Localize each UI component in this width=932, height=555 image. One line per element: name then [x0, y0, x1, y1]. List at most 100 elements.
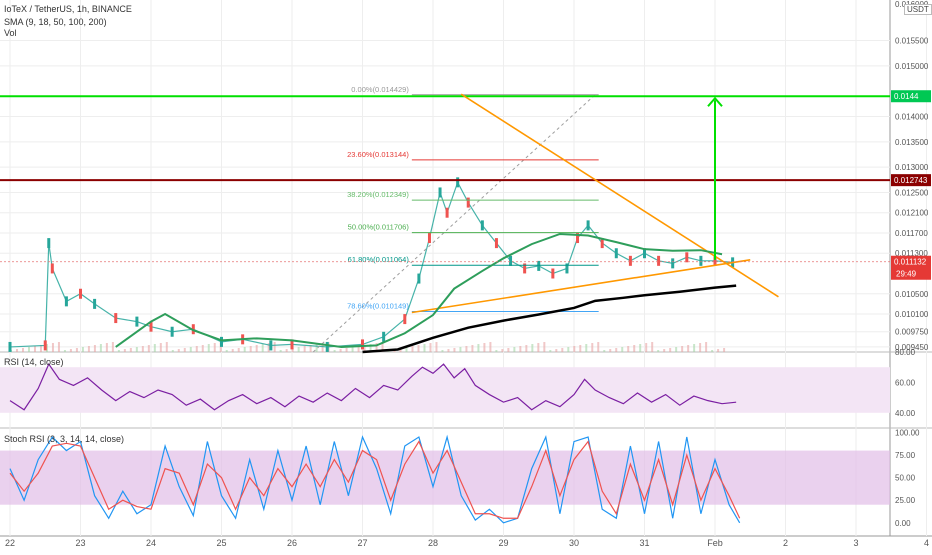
price-candle — [427, 233, 431, 244]
rsi-band — [0, 367, 890, 413]
volume-bar — [93, 345, 96, 352]
volume-bar — [483, 343, 486, 352]
volume-bar — [357, 346, 360, 352]
volume-bar — [651, 342, 654, 352]
price-tick-label: 0.010100 — [895, 310, 929, 319]
volume-bar — [303, 346, 306, 352]
volume-bar — [273, 342, 276, 352]
rsi-legend: RSI (14, close) — [4, 357, 64, 367]
volume-bar — [555, 349, 558, 352]
volume-bar — [201, 345, 204, 352]
volume-bar — [309, 345, 312, 352]
volume-bar — [189, 347, 192, 352]
volume-bar — [105, 343, 108, 352]
volume-bar — [723, 348, 726, 352]
stoch-d-line — [9, 440, 741, 519]
price-candle — [361, 339, 364, 350]
volume-bar — [381, 342, 384, 352]
price-tick-label: 0.013500 — [895, 138, 929, 147]
time-tick-label: 25 — [216, 538, 226, 548]
volume-bar — [213, 343, 216, 352]
volume-bar — [69, 349, 72, 352]
volume-bar — [579, 345, 582, 352]
volume-bar — [687, 345, 690, 352]
price-candle — [382, 331, 386, 342]
volume-bar — [543, 342, 546, 352]
price-tick-label: 0.015000 — [895, 62, 929, 71]
volume-bar — [519, 346, 522, 352]
volume-bar — [207, 344, 210, 352]
volume-bar — [435, 342, 438, 352]
volume-bar — [447, 349, 450, 352]
time-tick-label: 24 — [146, 538, 156, 548]
time-tick-label: Feb — [707, 538, 723, 548]
volume-bar — [633, 345, 636, 352]
price-candle — [8, 341, 12, 352]
volume-bar — [57, 342, 60, 352]
price-candle — [537, 260, 541, 271]
resistance-price-text: 0.012743 — [894, 176, 928, 185]
volume-bar — [285, 349, 288, 352]
volume-bar — [495, 350, 498, 352]
price-tick-label: 0.014000 — [895, 112, 929, 121]
volume-bar — [345, 348, 348, 352]
volume-bar — [663, 349, 666, 352]
price-candle — [466, 197, 470, 208]
price-candle — [50, 263, 54, 274]
price-tick-label: 0.009450 — [895, 343, 929, 352]
price-candle — [614, 248, 618, 259]
fib-level-label: 0.00%(0.014429) — [351, 85, 409, 94]
fib-level-label: 38.20%(0.012349) — [347, 190, 409, 199]
price-candle — [713, 255, 717, 266]
volume-bar — [261, 344, 264, 352]
volume-bar — [423, 344, 426, 352]
price-candle — [114, 313, 118, 324]
price-candle — [643, 248, 646, 259]
volume-bar — [591, 343, 594, 352]
time-tick-label: 4 — [924, 538, 929, 548]
volume-bar — [339, 349, 342, 352]
volume-bar — [237, 348, 240, 352]
volume-bar — [153, 344, 156, 352]
volume-bar — [243, 347, 246, 352]
volume-bar — [27, 347, 30, 352]
price-unit-label[interactable]: USDT — [904, 4, 932, 15]
volume-bar — [693, 344, 696, 352]
time-tick-label: 28 — [428, 538, 438, 548]
fib-level-label: 23.60%(0.013144) — [347, 150, 409, 159]
volume-bar — [249, 346, 252, 352]
volume-bar — [573, 346, 576, 352]
stoch-band — [0, 450, 890, 505]
triangle-lower-trendline — [411, 259, 751, 314]
volume-bar — [375, 343, 378, 352]
price-candle — [445, 207, 449, 218]
volume-bar — [705, 342, 708, 352]
volume-bar — [123, 349, 126, 352]
price-candle — [135, 316, 139, 327]
volume-bar — [255, 345, 258, 352]
symbol-legend: IoTeX / TetherUS, 1h, BINANCE — [4, 4, 132, 14]
time-tick-label: 2 — [783, 538, 788, 548]
volume-bar — [597, 342, 600, 352]
price-candle — [149, 321, 153, 332]
volume-bar — [315, 344, 318, 352]
volume-bar — [75, 348, 78, 352]
volume-bar — [675, 347, 678, 352]
volume-bar — [549, 350, 552, 352]
volume-bar — [195, 346, 198, 352]
volume-bar — [567, 347, 570, 352]
rsi-tick-label: 40.00 — [895, 409, 916, 418]
volume-bar — [399, 348, 402, 352]
volume-bar — [363, 345, 366, 352]
price-candle — [480, 220, 484, 231]
price-candle — [586, 220, 590, 231]
volume-bar — [21, 348, 24, 352]
price-tick-label: 0.012500 — [895, 188, 929, 197]
volume-bar — [147, 345, 150, 352]
price-candle — [576, 233, 580, 244]
volume-bar — [513, 347, 516, 352]
time-tick-label: 22 — [5, 538, 15, 548]
volume-bar — [453, 348, 456, 352]
volume-bar — [609, 349, 612, 352]
